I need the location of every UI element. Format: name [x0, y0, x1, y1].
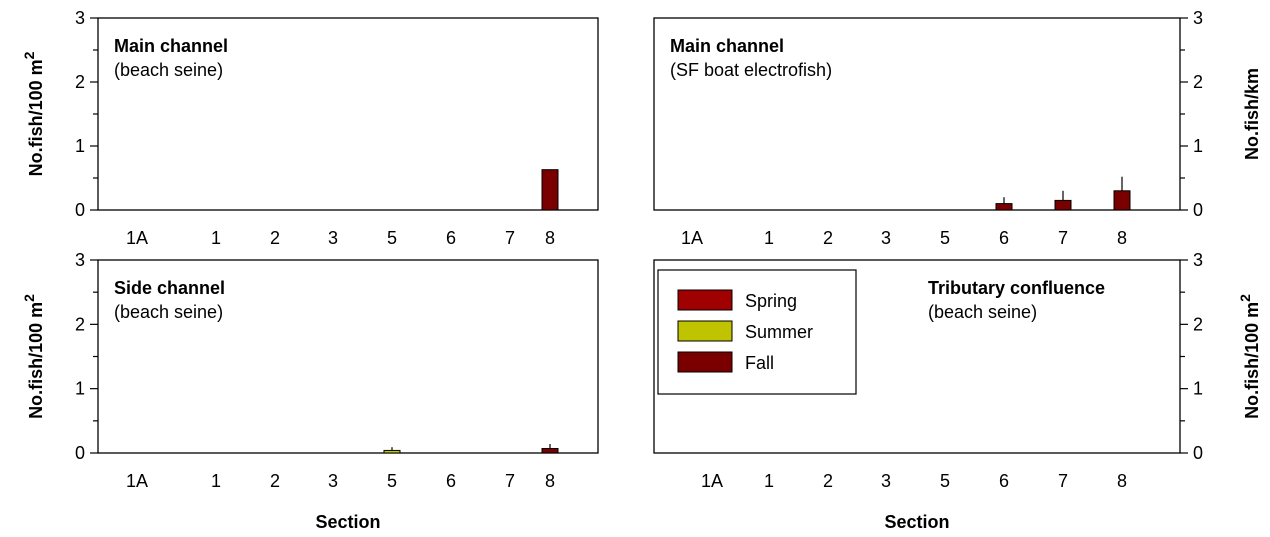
- y-axis-title-superscript: 2: [1237, 294, 1253, 302]
- x-tick-label: 6: [999, 228, 1009, 248]
- x-tick-label: 1: [764, 471, 774, 491]
- legend-label-fall: Fall: [745, 353, 774, 373]
- y-axis-title-text: No.fish/100 m: [26, 302, 46, 419]
- x-tick-label: 3: [328, 228, 338, 248]
- panel-title: Main channel: [114, 36, 228, 56]
- x-tick-label: 7: [1058, 471, 1068, 491]
- y-axis-title: No.fish/100 m2: [1237, 294, 1262, 419]
- bar-fall-8: [541, 447, 559, 454]
- x-tick-label: 8: [1117, 471, 1127, 491]
- x-tick-label: 3: [881, 228, 891, 248]
- x-tick-label: 5: [387, 228, 397, 248]
- y-tick-label: 3: [75, 8, 85, 28]
- y-axis-title-text: No.fish/100 m: [26, 59, 46, 176]
- y-axis-title-superscript: 2: [21, 294, 37, 302]
- x-tick-label: 1A: [126, 471, 148, 491]
- panel-subtitle: (beach seine): [928, 302, 1037, 322]
- x-tick-label: 2: [270, 471, 280, 491]
- x-tick-label: 6: [446, 471, 456, 491]
- x-tick-label: 1A: [701, 471, 723, 491]
- panel-3: 0 1 2 3 1A 1 2 3 5 6 7 8 Side channel (beach seine) No…: [21, 250, 599, 532]
- panel-subtitle: (SF boat electrofish): [670, 60, 832, 80]
- y-tick-label: 2: [75, 314, 85, 334]
- y-tick-label: 1: [75, 136, 85, 156]
- y-tick-label: 2: [1193, 314, 1203, 334]
- x-axis-title: Section: [315, 512, 380, 532]
- x-tick-label: 1: [764, 228, 774, 248]
- x-tick-label: 7: [1058, 228, 1068, 248]
- y-tick-label: 0: [75, 443, 85, 463]
- legend-swatch-summer: [677, 320, 733, 342]
- x-tick-label: 2: [823, 471, 833, 491]
- y-axis-title: No.fish/km: [1242, 68, 1262, 160]
- legend: Spring Summer Fall: [657, 269, 857, 395]
- x-tick-label: 5: [940, 228, 950, 248]
- panel-2: 0 1 2 3 1A 1 2 3 5 6 7 8 Main channel (SF boat electr…: [653, 8, 1262, 248]
- y-tick-label: 1: [1193, 136, 1203, 156]
- y-axis-title: No.fish/100 m2: [21, 51, 46, 176]
- x-tick-label: 8: [1117, 228, 1127, 248]
- y-tick-label: 2: [75, 72, 85, 92]
- panel-1: 0 1 2 3 1A 1 2 3 5 6 7 8 Main channel (beach seine) No…: [21, 8, 599, 248]
- legend-label-spring: Spring: [745, 291, 797, 311]
- legend-swatch-fall: [677, 351, 733, 373]
- x-tick-label: 7: [505, 471, 515, 491]
- y-tick-label: 3: [75, 250, 85, 270]
- panel-4: 0 1 2 3 1A 1 2 3 5 6 7 8 Tributary confluence (beach …: [653, 250, 1262, 532]
- y-axis-title-text: No.fish/km: [1242, 68, 1262, 160]
- x-tick-label: 1: [211, 471, 221, 491]
- y-tick-label: 0: [1193, 200, 1203, 220]
- legend-swatch-spring: [677, 289, 733, 311]
- bar-fall-7: [1054, 199, 1072, 211]
- legend-label-summer: Summer: [745, 322, 813, 342]
- y-axis-title-text: No.fish/100 m: [1242, 302, 1262, 419]
- x-tick-label: 2: [823, 228, 833, 248]
- panel-subtitle: (beach seine): [114, 302, 223, 322]
- x-tick-label: 6: [446, 228, 456, 248]
- y-tick-label: 2: [1193, 72, 1203, 92]
- x-tick-label: 7: [505, 228, 515, 248]
- panel-title: Side channel: [114, 278, 225, 298]
- bar-fall-8: [541, 169, 559, 211]
- x-tick-label: 6: [999, 471, 1009, 491]
- y-tick-label: 0: [1193, 443, 1203, 463]
- y-tick-label: 1: [75, 379, 85, 399]
- x-tick-label: 5: [940, 471, 950, 491]
- y-tick-label: 3: [1193, 250, 1203, 270]
- y-axis-title: No.fish/100 m2: [21, 294, 46, 419]
- x-tick-label: 2: [270, 228, 280, 248]
- panel-subtitle: (beach seine): [114, 60, 223, 80]
- bar-fall-6: [995, 203, 1013, 211]
- y-tick-label: 3: [1193, 8, 1203, 28]
- x-tick-label: 8: [545, 228, 555, 248]
- y-axis-title-superscript: 2: [21, 51, 37, 59]
- x-tick-label: 1A: [681, 228, 703, 248]
- x-tick-label: 8: [545, 471, 555, 491]
- x-tick-label: 1A: [126, 228, 148, 248]
- x-tick-label: 3: [881, 471, 891, 491]
- panel-title: Tributary confluence: [928, 278, 1105, 298]
- bar-summer-5: [383, 449, 401, 454]
- x-axis-title: Section: [884, 512, 949, 532]
- y-tick-label: 1: [1193, 379, 1203, 399]
- bar-fall-8: [1113, 190, 1131, 211]
- panel-title: Main channel: [670, 36, 784, 56]
- x-tick-label: 5: [387, 471, 397, 491]
- x-tick-label: 3: [328, 471, 338, 491]
- y-tick-label: 0: [75, 200, 85, 220]
- x-tick-label: 1: [211, 228, 221, 248]
